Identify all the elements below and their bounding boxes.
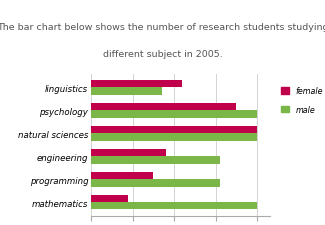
Text: The bar chart below shows the number of research students studying: The bar chart below shows the number of … xyxy=(0,22,325,32)
Bar xyxy=(91,195,128,202)
Bar xyxy=(91,111,257,118)
Bar xyxy=(91,149,166,157)
Bar xyxy=(91,134,257,141)
Bar xyxy=(91,88,162,95)
Bar xyxy=(91,179,220,187)
Bar xyxy=(91,126,257,134)
Bar xyxy=(91,81,182,88)
Text: different subject in 2005.: different subject in 2005. xyxy=(103,50,222,58)
Bar xyxy=(91,172,153,179)
Bar xyxy=(91,157,220,164)
Bar xyxy=(91,104,237,111)
Legend: female, male: female, male xyxy=(279,85,324,116)
Bar xyxy=(91,202,257,209)
